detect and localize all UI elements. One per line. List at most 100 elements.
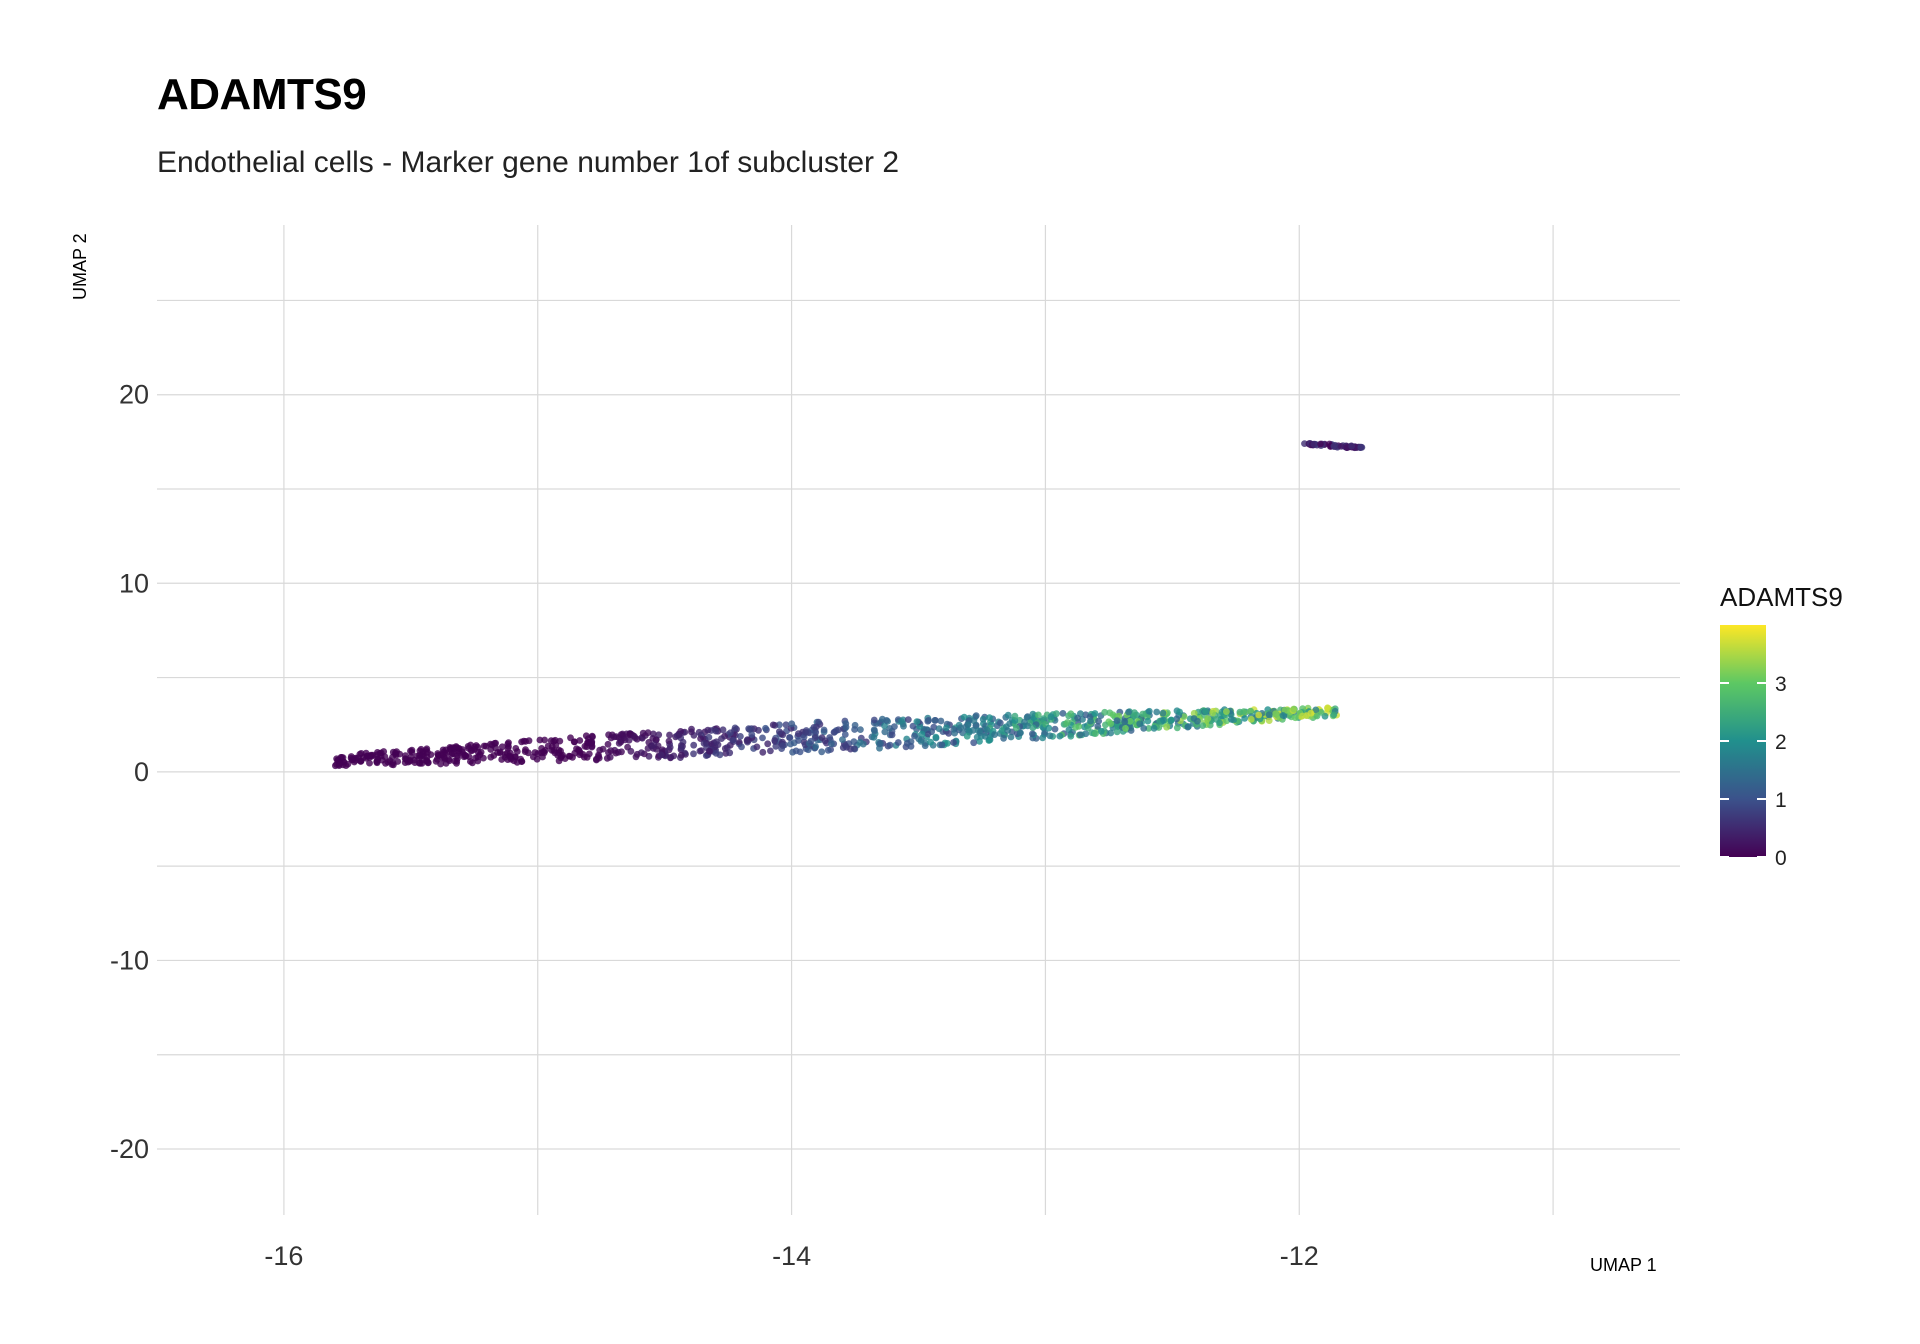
- data-point: [1228, 715, 1235, 723]
- data-point: [1202, 708, 1209, 715]
- data-point: [649, 730, 657, 738]
- data-point: [496, 749, 504, 757]
- data-point: [776, 728, 783, 735]
- data-point: [1075, 723, 1083, 730]
- data-point: [842, 742, 849, 749]
- data-point: [416, 759, 424, 767]
- data-point: [737, 733, 744, 740]
- data-point: [445, 756, 452, 763]
- data-point: [427, 751, 435, 758]
- data-point: [1145, 707, 1153, 715]
- data-point: [1113, 728, 1121, 736]
- data-point: [1107, 729, 1115, 737]
- data-point: [541, 747, 549, 754]
- data-point: [1279, 712, 1287, 719]
- grid-layer: [157, 225, 1680, 1215]
- data-point: [607, 747, 615, 755]
- data-point: [675, 731, 683, 739]
- data-point: [1168, 716, 1175, 724]
- data-point: [818, 734, 826, 741]
- data-point: [1059, 710, 1067, 717]
- y-tick-label: -10: [110, 945, 149, 975]
- data-point: [729, 736, 737, 744]
- data-point: [1039, 734, 1046, 742]
- data-point: [705, 747, 713, 755]
- data-point: [1121, 718, 1129, 726]
- data-point: [506, 752, 514, 760]
- data-point: [850, 738, 858, 746]
- data-point: [339, 754, 347, 761]
- data-point: [617, 731, 625, 739]
- data-point: [695, 728, 703, 736]
- data-point: [1047, 713, 1055, 721]
- data-point: [386, 757, 394, 764]
- data-point: [617, 737, 625, 744]
- data-point: [850, 745, 858, 752]
- data-point: [705, 733, 713, 741]
- data-point: [1265, 711, 1273, 719]
- data-point: [1185, 723, 1192, 730]
- data-point: [903, 739, 911, 747]
- data-point: [1223, 708, 1230, 715]
- data-point: [1130, 712, 1138, 720]
- data-point: [721, 745, 729, 752]
- data-point: [767, 747, 774, 755]
- data-point: [1265, 717, 1273, 724]
- data-point: [1113, 717, 1121, 724]
- data-point: [1091, 710, 1099, 717]
- data-point: [1067, 732, 1075, 740]
- data-point: [1145, 725, 1153, 732]
- data-point: [374, 749, 381, 756]
- data-point: [524, 749, 532, 757]
- data-point: [925, 717, 932, 724]
- data-point: [487, 746, 495, 753]
- data-point: [759, 748, 767, 756]
- data-point: [697, 735, 704, 742]
- data-point: [1017, 729, 1024, 737]
- data-point: [963, 732, 971, 740]
- data-point: [360, 753, 368, 761]
- data-point: [983, 726, 991, 734]
- data-point: [877, 739, 884, 747]
- data-point: [633, 750, 641, 758]
- data-point: [812, 743, 819, 750]
- data-point: [981, 732, 989, 740]
- data-point: [830, 729, 838, 736]
- data-point: [571, 738, 578, 746]
- legend-tick-label: 0: [1775, 847, 1787, 870]
- data-point: [842, 720, 850, 727]
- data-point: [713, 738, 720, 746]
- data-point: [1056, 732, 1064, 740]
- data-point: [1097, 727, 1105, 735]
- data-point: [716, 751, 724, 759]
- data-point: [891, 723, 898, 730]
- data-point: [870, 734, 878, 741]
- data-point: [1255, 711, 1263, 719]
- data-point: [1046, 732, 1054, 740]
- data-point: [472, 742, 480, 749]
- data-point: [1012, 724, 1020, 732]
- data-point: [894, 739, 902, 746]
- data-point: [700, 739, 708, 747]
- data-point: [1324, 704, 1331, 712]
- data-point: [762, 724, 769, 732]
- data-point: [1144, 717, 1152, 725]
- x-tick-label: -16: [264, 1241, 303, 1271]
- data-point: [1004, 727, 1012, 734]
- data-point: [807, 737, 815, 745]
- data-point: [779, 742, 787, 749]
- data-point: [1348, 442, 1356, 450]
- data-point: [943, 724, 950, 732]
- data-point: [665, 737, 673, 745]
- data-point: [678, 751, 685, 759]
- data-point: [408, 748, 416, 756]
- data-point: [787, 740, 794, 748]
- data-point: [921, 742, 929, 750]
- data-point: [1153, 708, 1161, 716]
- data-point: [580, 753, 588, 761]
- color-legend: 0 1 2 3: [1720, 625, 1787, 870]
- data-point: [688, 728, 695, 736]
- data-point: [824, 746, 832, 754]
- y-tick-label: -20: [110, 1134, 149, 1164]
- data-point: [1029, 730, 1036, 738]
